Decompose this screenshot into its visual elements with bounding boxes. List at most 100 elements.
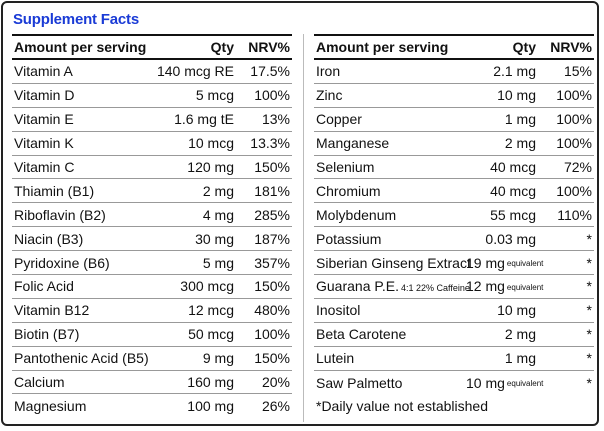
nutrient-name: Zinc (314, 87, 466, 103)
nutrient-nrv: 100% (556, 135, 592, 152)
nutrient-name: Selenium (314, 159, 466, 175)
top-rule (314, 34, 594, 36)
nutrient-qty: 160 mg (154, 374, 238, 390)
nutrient-nrv: 26% (261, 398, 290, 415)
nutrient-nrv: * (586, 278, 592, 295)
right-table-body: Iron 2.1 mg 15% Zinc 10 mg 100% Copper 1 mg 100%… (314, 60, 594, 394)
nutrient-qty: 140 mcg RE (154, 63, 238, 79)
nutrient-name: Beta Carotene (314, 326, 466, 342)
nutrient-qty: 12 mcg (154, 302, 238, 318)
nutrient-qty: 9 mg (154, 350, 238, 366)
table-row: Vitamin B12 12 mcg 480% (12, 299, 292, 323)
nutrient-qty-text: 12 mg (466, 278, 505, 295)
header-nrv: NRV% (248, 39, 290, 55)
table-row: Inositol 10 mg * (314, 299, 594, 323)
table-row: Chromium 40 mcg 100% (314, 179, 594, 204)
nutrient-qty: 10 mcg (154, 135, 238, 151)
nutrient-qty-text: 4 mg (202, 206, 234, 223)
nutrient-nrv: 181% (254, 182, 290, 199)
top-rule (12, 34, 292, 36)
nutrient-name: Chromium (314, 183, 466, 199)
nutrient-name-text: Biotin (B7) (14, 326, 80, 343)
nutrient-nrv: * (586, 302, 592, 319)
nutrient-name-text: Potassium (316, 230, 382, 247)
nutrient-qty: 1 mg (466, 350, 540, 366)
nutrient-qty-text: 160 mg (187, 374, 234, 391)
nutrient-qty: 100 mg (154, 398, 238, 414)
nutrient-nrv: 20% (261, 374, 290, 391)
supplement-facts-panel: Supplement Facts Amount per serving Qty … (1, 1, 599, 426)
nutrient-nrv: * (586, 230, 592, 247)
nutrient-qty-text: 55 mcg (490, 206, 536, 223)
nutrient-name-text: Selenium (316, 159, 375, 175)
nutrient-name: Thiamin (B1) (12, 183, 154, 199)
nutrient-qty-text: 10 mg (497, 302, 536, 319)
nutrient-name: Guarana P.E. 4:1 22% Caffeine (314, 278, 470, 295)
nutrient-qty: 19 mg equivalent (466, 254, 543, 271)
nutrient-qty-text: 19 mg (466, 254, 505, 271)
nutrient-name-text: Vitamin D (14, 87, 75, 104)
left-table-body: Vitamin A 140 mcg RE 17.5% Vitamin D 5 mcg 10… (12, 60, 292, 418)
left-column: Amount per serving Qty NRV% Vitamin A 140… (12, 34, 292, 418)
nutrient-name: Pantothenic Acid (B5) (12, 350, 154, 366)
nutrient-name: Manganese (314, 135, 466, 151)
table-row: Zinc 10 mg 100% (314, 84, 594, 108)
table-row: Calcium 160 mg 20% (12, 371, 292, 395)
table-row: Vitamin A 140 mcg RE 17.5% (12, 60, 292, 84)
nutrient-nrv: 100% (254, 87, 290, 104)
nutrient-name-text: Calcium (14, 374, 65, 391)
table-row: Vitamin D 5 mcg 100% (12, 84, 292, 108)
nutrient-qty: 30 mg (154, 231, 238, 247)
nutrient-name-text: Magnesium (14, 398, 87, 415)
nutrient-name: Inositol (314, 302, 466, 318)
table-row: Folic Acid 300 mcg 150% (12, 275, 292, 299)
nutrient-name: Molybdenum (314, 207, 466, 223)
nutrient-qty-text: 9 mg (202, 350, 234, 367)
header-qty: Qty (210, 39, 234, 55)
right-column: Amount per serving Qty NRV% Iron 2.1 mg 15… (314, 34, 594, 418)
nutrient-name-text: Vitamin K (14, 135, 74, 152)
nutrient-nrv: 285% (254, 206, 290, 223)
nutrient-name-text: Vitamin B12 (14, 302, 90, 319)
nutrient-name: Folic Acid (12, 278, 154, 294)
nutrient-qty-text: 2 mg (202, 182, 234, 199)
nutrient-qty: 50 mcg (154, 326, 238, 342)
nutrient-qty-text: 12 mcg (188, 302, 234, 319)
nutrient-name: Biotin (B7) (12, 326, 154, 342)
nutrient-qty: 55 mcg (466, 207, 540, 223)
nutrient-name-text: Copper (316, 111, 362, 128)
nutrient-name-text: Pantothenic Acid (B5) (14, 350, 149, 367)
nutrient-name: Siberian Ginseng Extract (314, 255, 471, 271)
nutrient-qty-text: 2 mg (504, 326, 536, 343)
nutrient-qty-note: equivalent (506, 283, 544, 293)
nutrient-nrv: 150% (254, 350, 290, 367)
table-row: Riboflavin (B2) 4 mg 285% (12, 203, 292, 228)
nutrient-qty: 120 mg (154, 159, 238, 175)
nutrient-name-text: Pyridoxine (B6) (14, 254, 110, 271)
header-amount: Amount per serving (14, 39, 147, 55)
nutrient-qty-text: 300 mcg (180, 278, 234, 295)
nutrient-qty-text: 2.1 mg (493, 63, 536, 80)
nutrient-name: Vitamin K (12, 135, 154, 151)
nutrient-qty-text: 10 mg (497, 87, 536, 104)
nutrient-qty: 2 mg (466, 326, 540, 342)
nutrient-qty-text: 5 mcg (195, 87, 234, 104)
nutrient-nrv: 100% (254, 326, 290, 343)
nutrient-name: Riboflavin (B2) (12, 207, 154, 223)
nutrient-name-text: Guarana P.E. (316, 278, 400, 295)
nutrient-name: Vitamin B12 (12, 302, 154, 318)
table-row: Copper 1 mg 100% (314, 108, 594, 132)
nutrient-nrv: 100% (556, 111, 592, 128)
table-row: Selenium 40 mcg 72% (314, 156, 594, 180)
nutrient-name: Vitamin C (12, 159, 154, 175)
nutrient-nrv: * (586, 326, 592, 343)
nutrient-name-text: Vitamin C (14, 159, 75, 175)
nutrient-qty-text: 40 mcg (490, 182, 536, 199)
nutrient-name-text: Saw Palmetto (316, 374, 403, 391)
nutrient-name-note: 4:1 22% Caffeine (401, 283, 470, 294)
nutrient-qty-text: 120 mg (187, 159, 234, 175)
table-row: Vitamin K 10 mcg 13.3% (12, 132, 292, 156)
nutrient-name-text: Zinc (316, 87, 343, 104)
table-row: Niacin (B3) 30 mg 187% (12, 227, 292, 252)
nutrient-nrv: 13% (261, 111, 290, 128)
